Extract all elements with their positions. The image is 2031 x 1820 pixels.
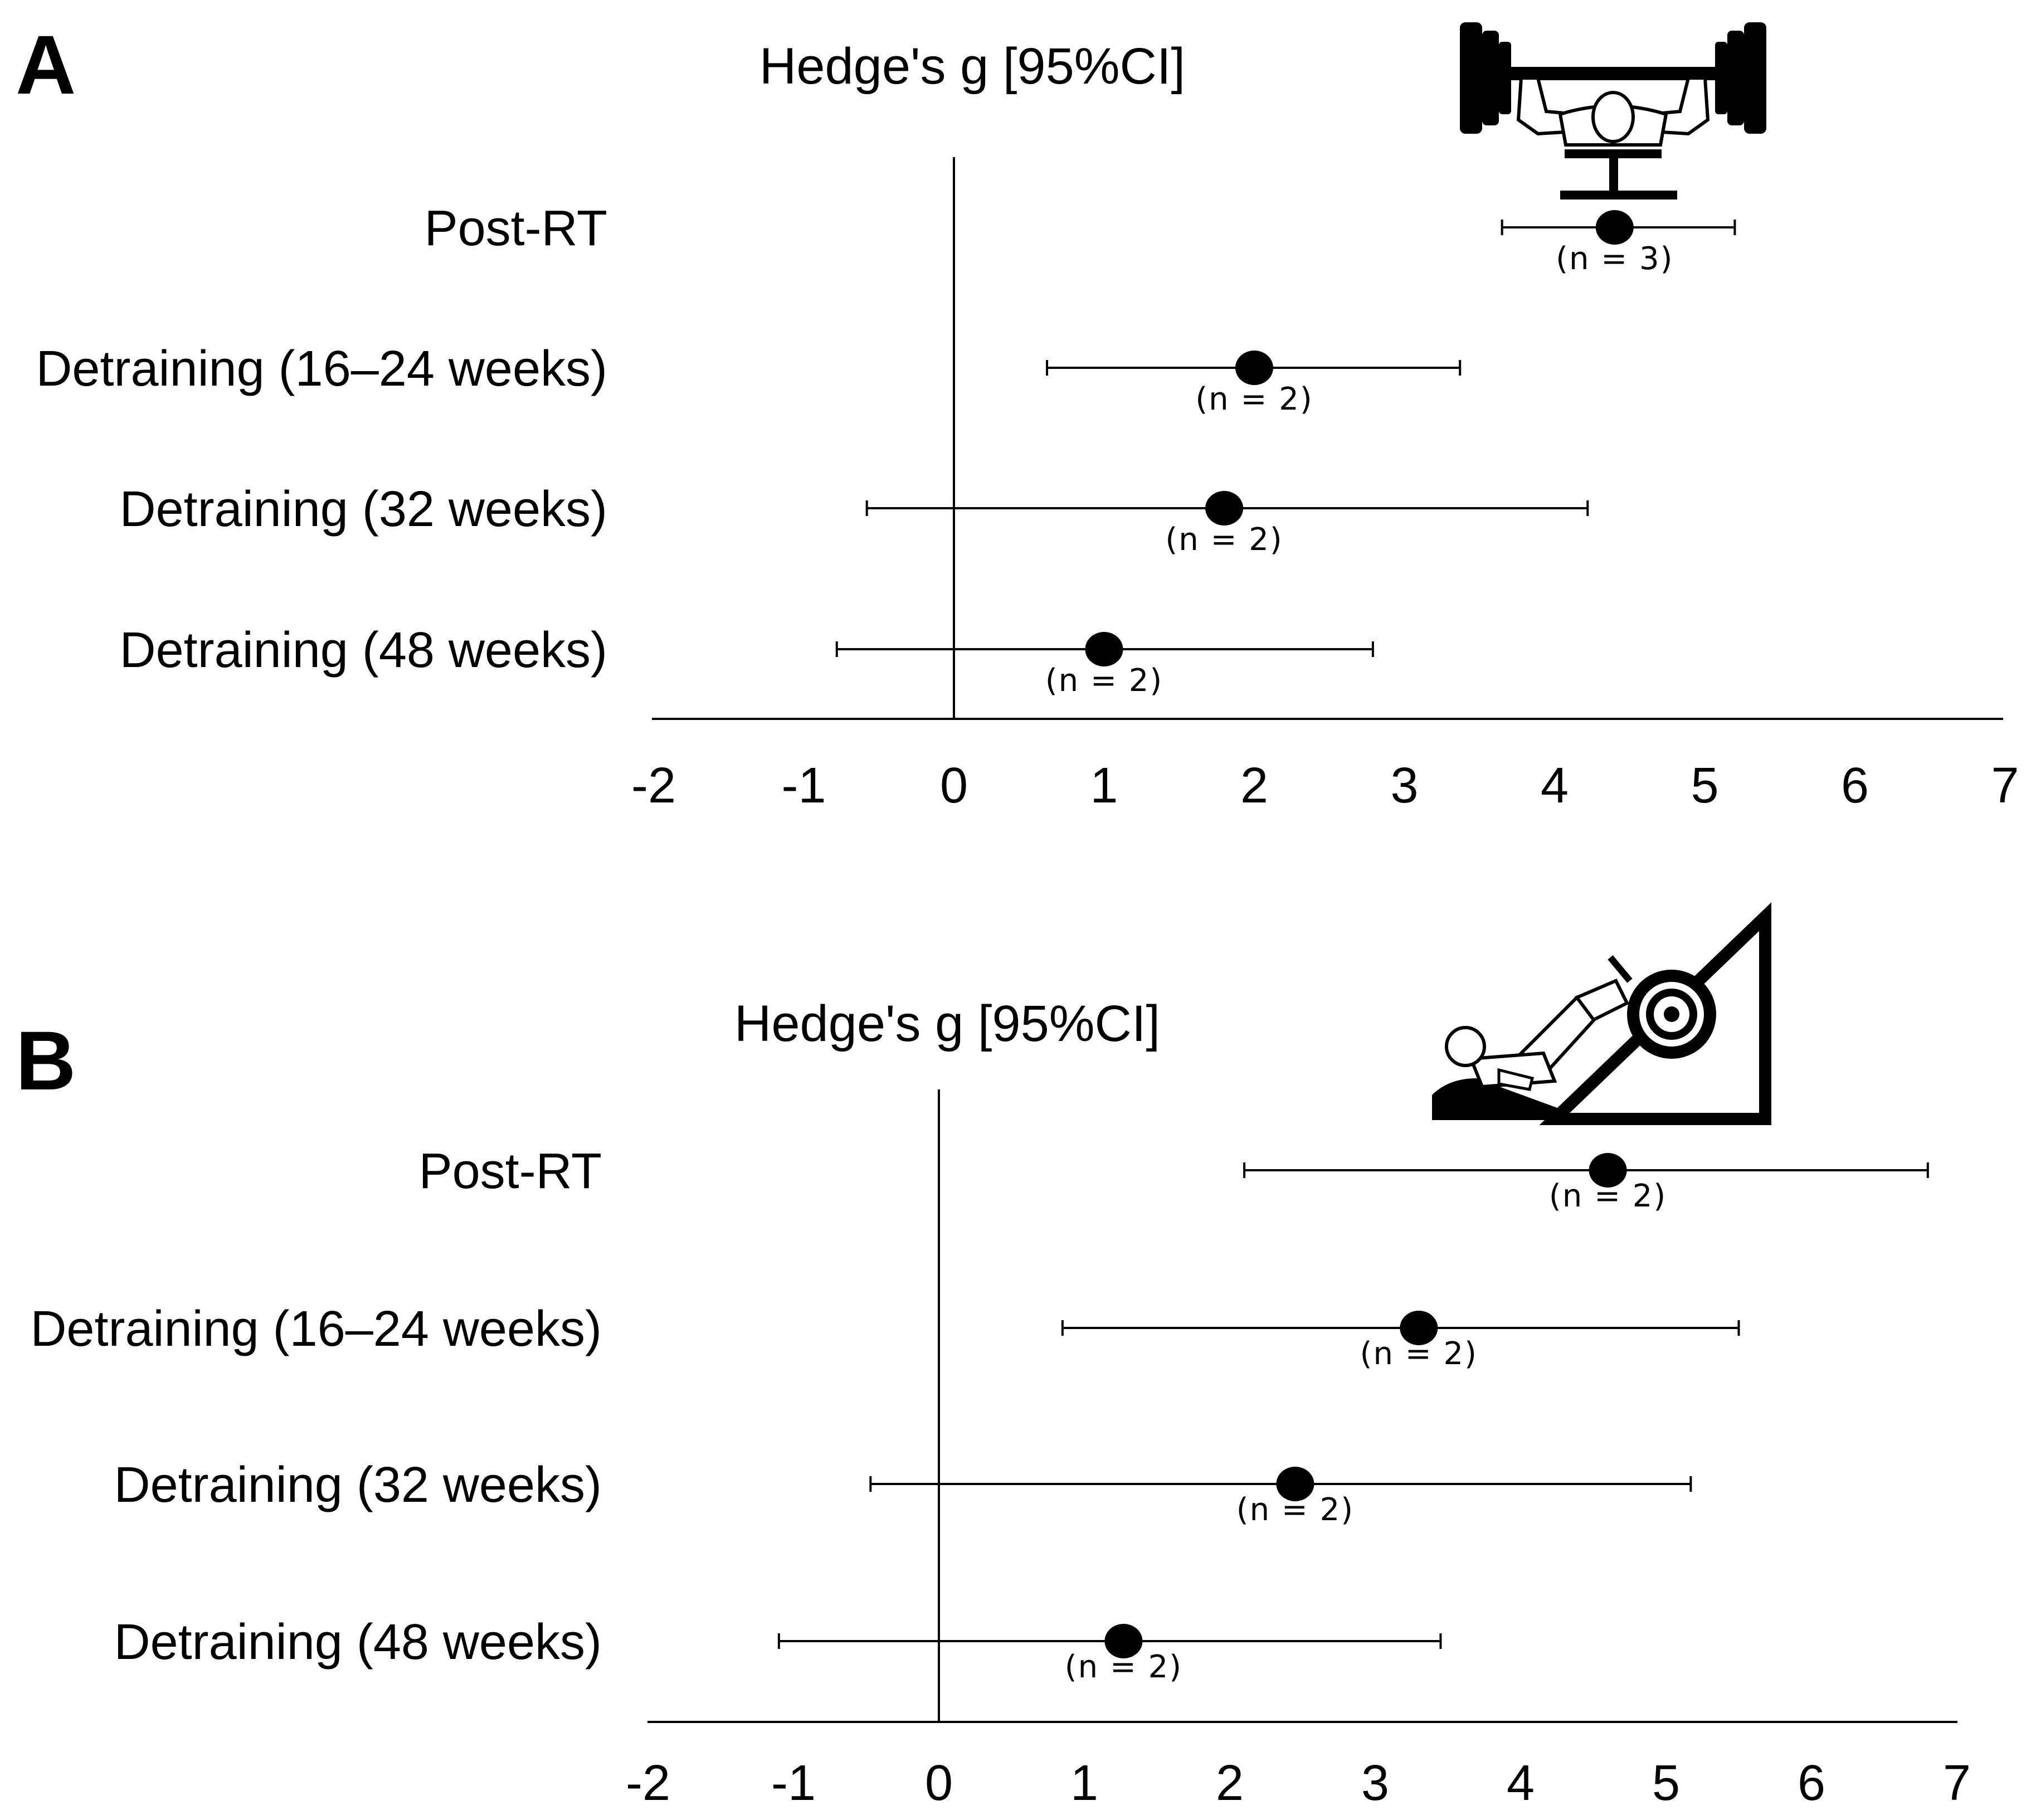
panel-b-tick-label: 0 (925, 1755, 953, 1811)
panel-a-tick-label: 2 (1240, 758, 1268, 814)
panel-a-row-label: Detraining (48 weeks) (120, 622, 607, 678)
panel-b-estimate-point (1104, 1624, 1143, 1658)
panel-a-n-label: (n = 2) (1045, 663, 1163, 699)
panel-b-title: Hedge's g [95%CI] (734, 995, 1160, 1052)
panel-a-estimate-point (1595, 210, 1634, 245)
panel-b-tick-label: 2 (1216, 1755, 1244, 1811)
panel-b-tick-label: 3 (1361, 1755, 1389, 1811)
panel-a-letter: A (16, 18, 76, 111)
panel-a-tick-label: 6 (1841, 758, 1869, 814)
panel-a-estimate-point (1235, 351, 1273, 385)
panel-a-tick-label: 0 (940, 758, 968, 814)
panel-a-tick-label: -2 (631, 758, 676, 814)
panel-a-tick-label: -1 (781, 758, 826, 814)
panel-b-tick-label: 5 (1652, 1755, 1680, 1811)
panel-b-row-label: Detraining (16–24 weeks) (30, 1301, 602, 1357)
panel-b-tick-label: 1 (1070, 1755, 1098, 1811)
panel-a-estimate-point (1205, 491, 1244, 525)
panel-a-tick-label: 1 (1090, 758, 1118, 814)
panel-a-n-label: (n = 2) (1165, 522, 1283, 558)
panel-b-estimate-point (1276, 1467, 1314, 1501)
panel-b-tick-label: 7 (1943, 1755, 1971, 1811)
panel-b-plot-area: -2 -1 0 1 2 3 4 5 6 7 Post-RT (n = 2) Detraining (16… (30, 1089, 1971, 1811)
panel-b-tick-label: -1 (771, 1755, 816, 1811)
panel-b-n-label: (n = 2) (1065, 1649, 1182, 1685)
panel-b-estimate-point (1589, 1153, 1627, 1188)
panel-a-title: Hedge's g [95%CI] (759, 38, 1185, 95)
panel-b-tick-label: 4 (1507, 1755, 1535, 1811)
panel-a-row-label: Detraining (16–24 weeks) (36, 341, 607, 397)
panel-a-tick-label: 7 (1991, 758, 2019, 814)
panel-b-row-label: Detraining (32 weeks) (114, 1457, 602, 1513)
panel-b-n-label: (n = 2) (1236, 1492, 1354, 1528)
panel-a-tick-label: 3 (1390, 758, 1418, 814)
panel-b-row-label: Post-RT (419, 1143, 602, 1199)
panel-b-estimate-point (1400, 1311, 1438, 1345)
panel-a-estimate-point (1085, 632, 1123, 666)
panel-b-row-label: Detraining (48 weeks) (114, 1614, 602, 1670)
bench-press-icon (1460, 22, 1766, 199)
panel-b-letter: B (16, 1014, 76, 1107)
panel-b-tick-label: 6 (1798, 1755, 1825, 1811)
panel-b-n-label: (n = 2) (1549, 1178, 1667, 1214)
panel-a-tick-label: 5 (1691, 758, 1718, 814)
panel-b-tick-label: -2 (626, 1755, 670, 1811)
panel-a-row-label: Post-RT (425, 201, 607, 256)
panel-a-plot-area: -2 -1 0 1 2 3 4 5 6 7 Post-RT (n = 3) Detraining (16… (36, 157, 2019, 814)
panel-a-n-label: (n = 2) (1195, 381, 1313, 417)
panel-a-tick-label: 4 (1541, 758, 1569, 814)
panel-b-n-label: (n = 2) (1360, 1336, 1478, 1372)
panel-a-row-label: Detraining (32 weeks) (120, 481, 607, 537)
panel-a-n-label: (n = 3) (1556, 241, 1673, 277)
leg-press-icon (1432, 902, 1771, 1125)
